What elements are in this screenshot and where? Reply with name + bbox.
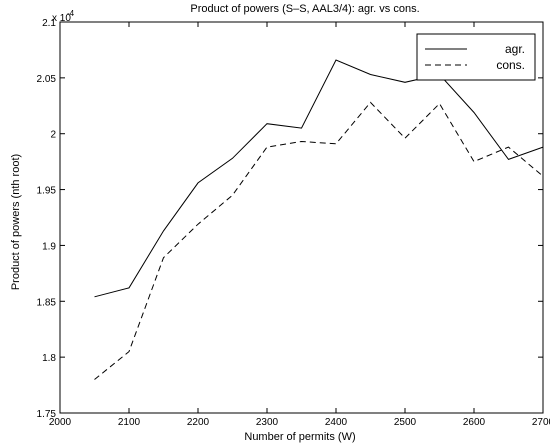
y-multiplier-exponent: -4 [67, 9, 75, 18]
plot-area: 2000 2100 2200 2300 2400 2500 2600 2700 1.75 1.8 1… [37, 18, 550, 428]
x-tick-label: 2500 [394, 417, 417, 428]
legend-box [416, 33, 536, 81]
y-tick-label: 2.05 [37, 74, 57, 85]
chart-title: Product of powers (S–S, AAL3/4): agr. vs… [190, 3, 419, 15]
x-tick-label: 2700 [532, 417, 550, 428]
series-line-agr [94, 59, 544, 298]
y-tick-label: 1.95 [37, 186, 57, 197]
x-tick-label: 2000 [49, 417, 72, 428]
x-tick-label: 2100 [118, 417, 141, 428]
y-tick-label: 1.8 [42, 353, 56, 364]
y-tick-label: 1.75 [37, 409, 57, 420]
x-tick-label: 2200 [187, 417, 210, 428]
x-tick-label: 2300 [256, 417, 279, 428]
x-axis-label: Number of permits (W) [244, 431, 355, 443]
y-tick-label: 2 [50, 130, 56, 141]
y-tick-label: 2.1 [42, 18, 56, 29]
y-axis-label: Product of powers (nth root) [10, 154, 22, 290]
x-tick-label: 2600 [463, 417, 486, 428]
x-tick-label: 2400 [325, 417, 348, 428]
y-tick-label: 1.9 [42, 241, 56, 252]
y-multiplier: x 10 [52, 13, 71, 24]
y-tick-label: 1.85 [37, 297, 57, 308]
axes-frame [59, 21, 544, 414]
legend-label: agr. [505, 42, 525, 56]
series-line-cons [94, 101, 544, 380]
legend-label: cons. [496, 58, 525, 72]
